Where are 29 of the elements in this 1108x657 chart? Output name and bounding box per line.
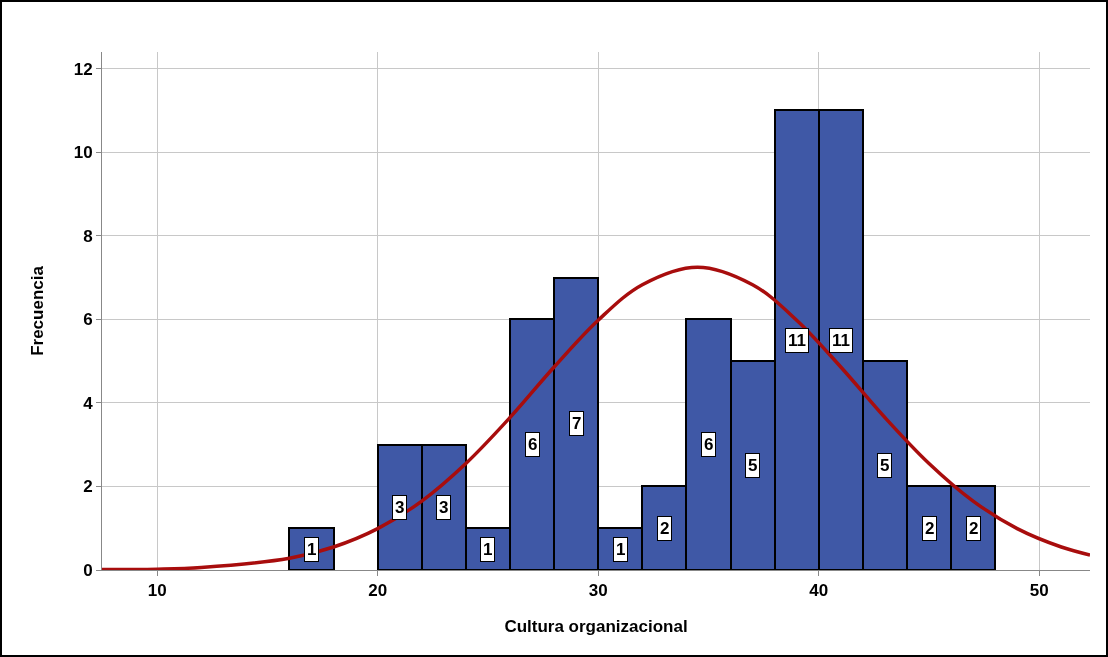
data-label: 6 <box>528 435 538 454</box>
data-label: 7 <box>572 414 582 433</box>
x-tick-label: 50 <box>1029 581 1049 601</box>
x-tick-label: 20 <box>368 581 388 601</box>
y-tick-label: 8 <box>83 226 93 246</box>
y-tick-label: 0 <box>83 560 93 580</box>
y-tick-label: 2 <box>83 477 93 497</box>
data-label: 2 <box>925 519 935 538</box>
data-label: 3 <box>439 498 449 517</box>
y-tick-label: 4 <box>83 393 94 413</box>
y-tick-label: 12 <box>73 59 93 79</box>
y-tick-label: 10 <box>73 143 93 163</box>
data-label: 5 <box>748 456 758 475</box>
x-tick-label: 30 <box>588 581 608 601</box>
data-label: 1 <box>616 540 626 559</box>
data-label: 1 <box>483 540 493 559</box>
data-label: 11 <box>788 331 806 350</box>
data-label: 3 <box>395 498 405 517</box>
x-axis-title: Cultura organizacional <box>504 616 688 636</box>
data-label: 2 <box>969 519 979 538</box>
data-label: 2 <box>660 519 670 538</box>
data-label: 5 <box>880 456 890 475</box>
data-label: 11 <box>832 331 850 350</box>
data-label: 6 <box>704 435 714 454</box>
data-label: 1 <box>307 540 317 559</box>
x-tick-label: 10 <box>147 581 167 601</box>
y-axis-title: Frecuencia <box>28 265 48 356</box>
x-tick-label: 40 <box>809 581 829 601</box>
y-tick-label: 6 <box>83 310 93 330</box>
